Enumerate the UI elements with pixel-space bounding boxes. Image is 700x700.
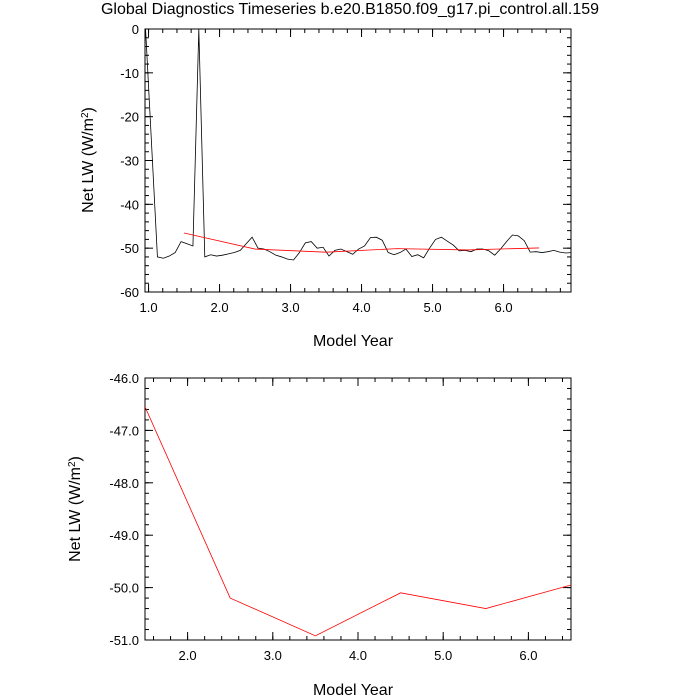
x-tick-label: 2.0 — [211, 300, 229, 315]
x-tick-label: 4.0 — [353, 300, 371, 315]
y-tick-label: -46.0 — [109, 371, 139, 386]
x-axis-label: Model Year — [313, 682, 394, 699]
y-tick-label: 0 — [132, 22, 139, 37]
x-axis-label: Model Year — [313, 333, 394, 350]
x-tick-label: 3.0 — [264, 648, 282, 663]
x-tick-label: 1.0 — [140, 300, 158, 315]
annual-mean-line-2 — [145, 406, 571, 637]
x-tick-label: 3.0 — [282, 300, 300, 315]
x-tick-label: 6.0 — [495, 300, 513, 315]
y-axis-label: Net LW (W/m2) — [80, 107, 98, 213]
y-tick-label: -20 — [120, 110, 139, 125]
x-tick-label: 6.0 — [519, 648, 537, 663]
y-axis-label: Net LW (W/m2) — [67, 456, 85, 562]
x-tick-label: 2.0 — [179, 648, 197, 663]
y-tick-label: -49.0 — [109, 528, 139, 543]
y-tick-label: -48.0 — [109, 476, 139, 491]
y-tick-label: -60 — [120, 285, 139, 300]
annual-mean-line-1 — [183, 232, 540, 253]
y-tick-label: -10 — [120, 66, 139, 81]
y-tick-label: -50.0 — [109, 581, 139, 596]
plot-frame — [144, 377, 572, 641]
chart-panel-1: 1.0 2.0 3.0 4.0 5.0 6.0 0 -10 -20 -30 -40 -50 -60 Mod… — [80, 22, 572, 350]
page-title: Global Diagnostics Timeseries b.e20.B185… — [100, 1, 600, 18]
x-tick-label: 5.0 — [424, 300, 442, 315]
monthly-line-1 — [145, 29, 571, 261]
y-tick-label: -51.0 — [109, 633, 139, 648]
y-tick-label: -40 — [120, 197, 139, 212]
x-tick-label: 4.0 — [349, 648, 367, 663]
plot-frame — [144, 28, 572, 293]
chart-panel-2: 2.0 3.0 4.0 5.0 6.0 -46.0 -47.0 -48.0 -49.0 -50.0… — [67, 371, 572, 699]
y-tick-label: -47.0 — [109, 423, 139, 438]
x-tick-label: 5.0 — [434, 648, 452, 663]
y-tick-label: -50 — [120, 241, 139, 256]
y-tick-label: -30 — [120, 154, 139, 169]
